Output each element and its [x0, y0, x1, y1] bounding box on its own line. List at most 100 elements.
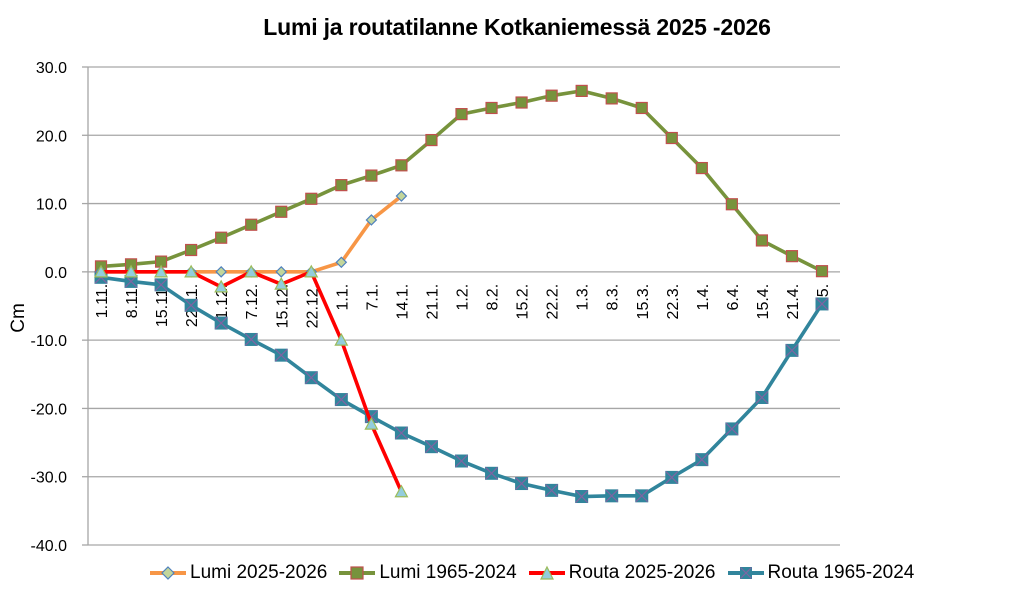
x-category-label: 6.4. [725, 284, 742, 311]
y-tick-label: -40.0 [31, 538, 68, 555]
square-marker-icon [815, 265, 829, 278]
series-routa-2025-2026 [93, 264, 409, 498]
marker-x-glyph [635, 489, 649, 503]
marker-x-glyph [545, 483, 559, 497]
square-marker-icon [425, 133, 438, 147]
square-marker-icon [335, 179, 348, 192]
marker-x-glyph [334, 393, 348, 406]
legend-item-routa-2025-2026: Routa 2025-2026 [527, 562, 716, 584]
square-marker-icon [305, 192, 318, 205]
diamond-marker-icon [335, 256, 348, 269]
marker-x-glyph [154, 278, 168, 292]
triangle-marker-icon [364, 416, 379, 430]
x-category-label: 21.4. [785, 284, 802, 320]
marker-x-glyph [665, 470, 679, 484]
marker-x-glyph [485, 466, 498, 480]
triangle-marker-icon [334, 332, 349, 346]
triangle-marker-icon [304, 264, 319, 278]
x-category-label: 21.1. [424, 284, 441, 320]
y-tick-label: 30.0 [36, 60, 67, 77]
x-category-label: 15.12. [274, 284, 291, 328]
y-tick-label: -30.0 [31, 470, 68, 487]
triangle-marker-icon [394, 484, 409, 498]
chart-title: Lumi ja routatilanne Kotkaniemessä 2025 … [263, 14, 771, 40]
legend-label: Routa 1965-2024 [767, 562, 915, 583]
diamond-marker-icon [275, 266, 288, 278]
series-routa-1965-2024 [94, 270, 829, 504]
marker-x-glyph [695, 453, 709, 467]
x-axis-category-labels: 1.11.8.11.15.11.22.11.1.12.7.12.15.12.22… [94, 284, 832, 328]
square-marker-icon [755, 234, 769, 247]
x-category-label: 7.1. [364, 284, 381, 311]
square-marker-icon [605, 92, 618, 105]
marker-x-glyph [304, 371, 318, 385]
square-marker-icon [485, 101, 498, 115]
x-category-label: 22.3. [665, 284, 682, 320]
triangle-marker-icon [274, 276, 289, 290]
square-marker-icon [275, 205, 288, 218]
legend-label: Lumi 1965-2024 [379, 562, 517, 583]
diamond-marker-icon [395, 190, 408, 202]
marker-x-glyph [515, 477, 529, 490]
x-category-label: 1.4. [695, 284, 712, 311]
square-marker-icon [365, 169, 378, 182]
marker-x-glyph [455, 454, 468, 468]
square-marker-icon [635, 101, 648, 115]
diamond-marker-icon [150, 566, 186, 580]
marker-x-glyph [274, 348, 288, 362]
x-category-label: 22.2. [545, 284, 562, 320]
y-axis-ticks: 30.0 20.0 10.0 0.0 -10.0 -20.0 -30.0 -40.0 [31, 60, 88, 555]
x-category-label: 1.12. [214, 284, 231, 320]
square-marker-icon [455, 108, 468, 121]
legend-item-lumi-1965-2024: Lumi 1965-2024 [337, 562, 517, 584]
triangle-marker-icon [154, 264, 169, 278]
square-marker-icon [695, 161, 708, 175]
square-marker-icon [185, 243, 198, 257]
marker-x-glyph [575, 490, 589, 503]
x-category-label: 15.4. [755, 284, 772, 320]
legend-item-routa-1965-2024: Routa 1965-2024 [726, 562, 915, 584]
marker-x-glyph [605, 489, 619, 503]
square-marker-icon [515, 96, 528, 109]
marker-x-glyph [725, 422, 739, 436]
series-lumi-1965-2024 [94, 84, 829, 278]
y-tick-label: -10.0 [31, 333, 68, 350]
y-tick-label: 10.0 [36, 197, 67, 214]
series-line [101, 194, 403, 274]
x-category-label: 15.3. [635, 284, 652, 320]
x-category-label: 8.2. [485, 284, 502, 311]
square-marker-icon [785, 250, 799, 263]
x-category-label: 1.1. [334, 284, 351, 311]
triangle-marker-icon [528, 565, 565, 580]
legend: Lumi 2025-2026 Lumi 1965-2024 Routa 2025… [148, 562, 914, 584]
x-category-label: 8.11. [124, 284, 141, 318]
x-category-label: 22.12. [304, 284, 321, 328]
y-tick-label: 20.0 [36, 128, 67, 145]
y-axis-label: Cm [8, 303, 29, 333]
marker-x-glyph [244, 333, 258, 346]
y-tick-label: -20.0 [31, 401, 68, 418]
series-lines [93, 84, 829, 504]
x-category-label: 14.1. [394, 284, 411, 320]
marker-x-glyph [425, 440, 438, 454]
legend-label: Lumi 2025-2026 [190, 562, 328, 583]
triangle-marker-icon [184, 264, 199, 278]
square-marker-icon [575, 84, 588, 98]
triangle-marker-icon [214, 279, 229, 293]
x-category-label: 1.11. [94, 284, 111, 318]
square-marker-icon [545, 89, 558, 102]
marker-x-glyph [755, 391, 769, 404]
legend-label: Routa 2025-2026 [568, 562, 716, 583]
square-marker-icon [339, 566, 376, 580]
x-category-label: 1.3. [575, 284, 592, 311]
triangle-marker-icon [244, 264, 259, 278]
square-marker-icon [725, 198, 738, 211]
marker-x-glyph [394, 426, 408, 440]
square-marker-icon [665, 131, 678, 145]
diamond-marker-icon [365, 214, 378, 226]
square-marker-icon [215, 231, 228, 244]
diamond-marker-icon [215, 266, 228, 278]
marker-x-glyph [214, 316, 228, 330]
marker-x-glyph [815, 297, 829, 311]
